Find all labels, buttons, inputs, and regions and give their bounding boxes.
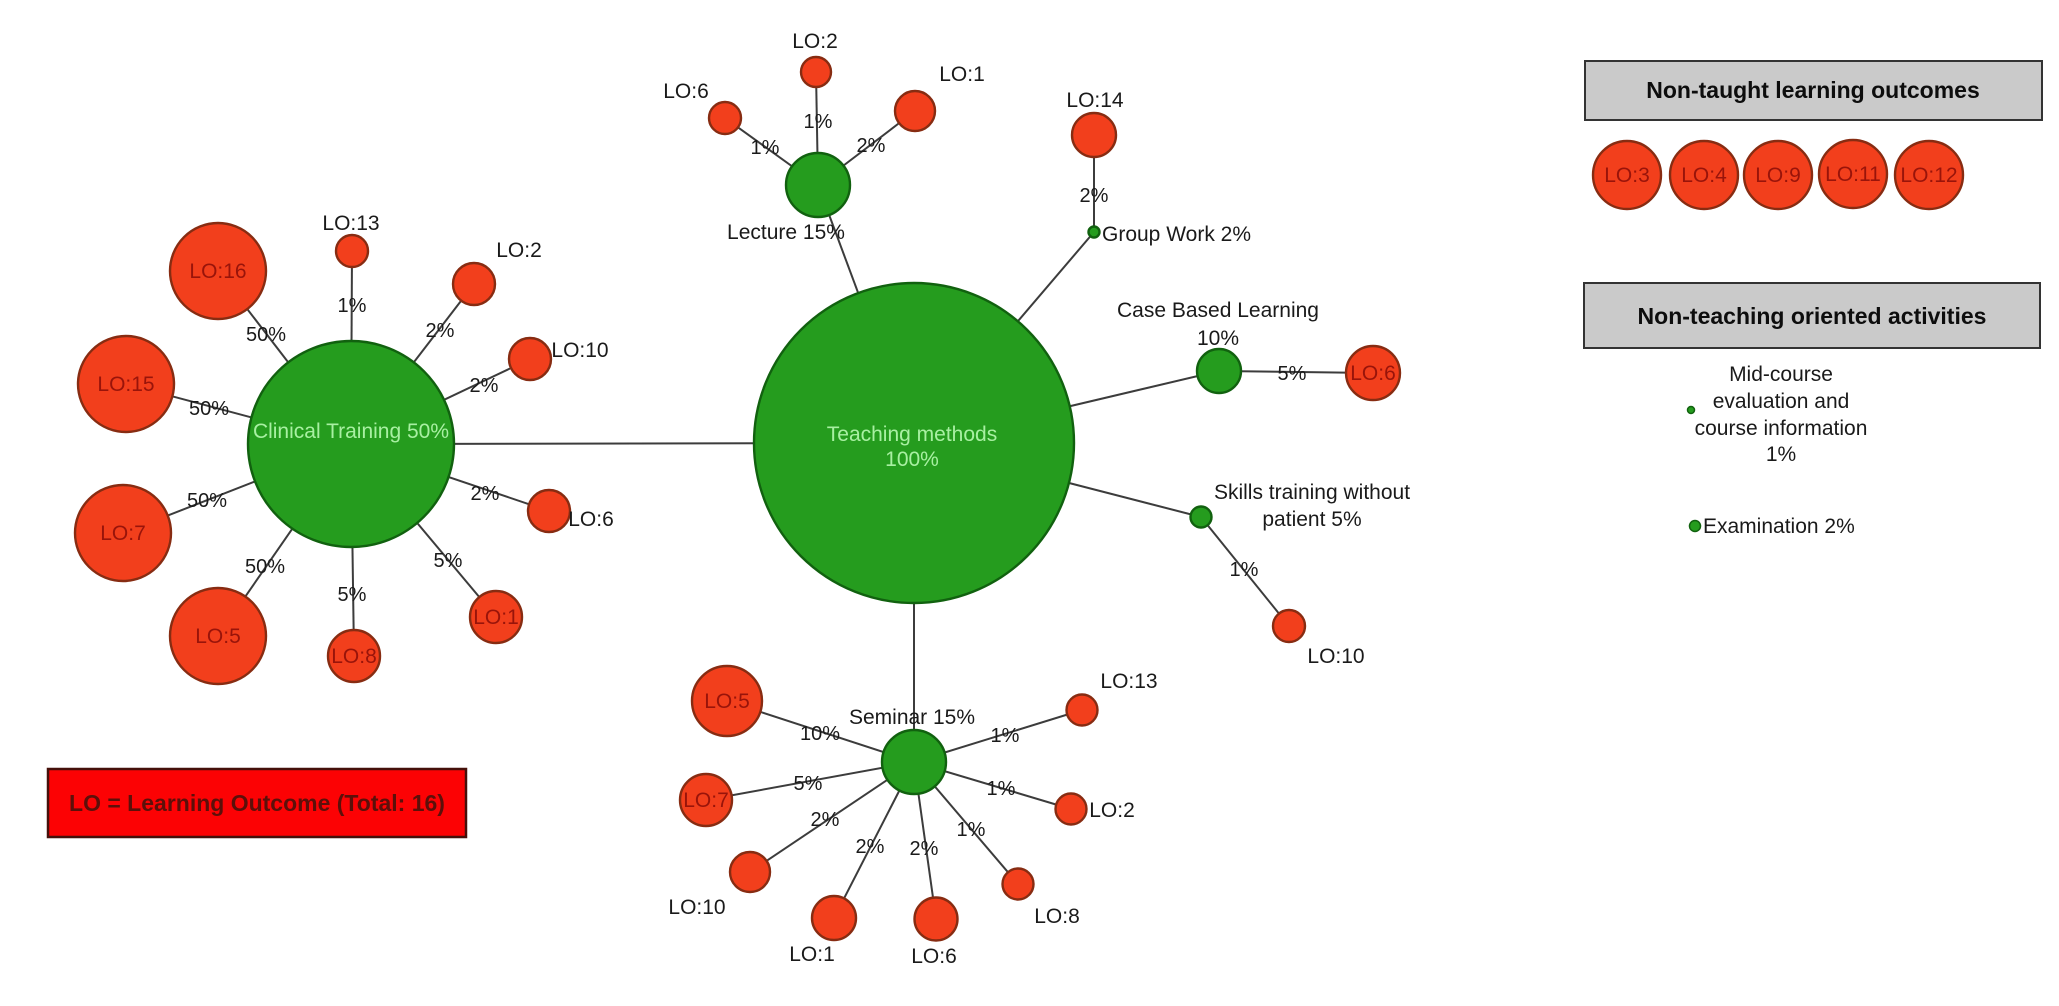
- svg-text:Group Work 2%: Group Work 2%: [1102, 223, 1251, 246]
- svg-text:Skills training without: Skills training without: [1214, 481, 1410, 504]
- svg-text:5%: 5%: [338, 584, 367, 606]
- svg-text:LO:6: LO:6: [1350, 362, 1396, 385]
- svg-text:1%: 1%: [751, 137, 780, 159]
- svg-text:Examination 2%: Examination 2%: [1703, 515, 1855, 538]
- svg-text:2%: 2%: [1080, 185, 1109, 207]
- svg-text:LO:6: LO:6: [911, 945, 957, 968]
- svg-text:2%: 2%: [470, 375, 499, 397]
- svg-text:1%: 1%: [338, 295, 367, 317]
- svg-text:LO:13: LO:13: [322, 212, 379, 235]
- svg-text:LO = Learning Outcome (Total:: LO = Learning Outcome (Total: 16): [69, 790, 445, 816]
- svg-text:Clinical Training 50%: Clinical Training 50%: [253, 420, 449, 443]
- svg-text:LO:6: LO:6: [663, 80, 709, 103]
- svg-text:LO:16: LO:16: [189, 260, 246, 283]
- svg-text:Case Based Learning: Case Based Learning: [1117, 299, 1319, 322]
- svg-text:50%: 50%: [189, 398, 229, 420]
- svg-text:1%: 1%: [987, 778, 1016, 800]
- svg-text:patient 5%: patient 5%: [1262, 508, 1361, 531]
- svg-text:LO:9: LO:9: [1755, 164, 1801, 187]
- svg-text:2%: 2%: [857, 135, 886, 157]
- svg-text:LO:13: LO:13: [1100, 670, 1157, 693]
- svg-text:LO:1: LO:1: [789, 943, 835, 966]
- svg-text:LO:15: LO:15: [97, 373, 154, 396]
- svg-text:LO:10: LO:10: [668, 896, 725, 919]
- svg-text:2%: 2%: [910, 838, 939, 860]
- svg-text:5%: 5%: [1278, 363, 1307, 385]
- svg-text:5%: 5%: [434, 550, 463, 572]
- svg-text:LO:8: LO:8: [1034, 905, 1080, 928]
- svg-text:5%: 5%: [794, 773, 823, 795]
- svg-text:2%: 2%: [811, 809, 840, 831]
- svg-text:LO:14: LO:14: [1066, 89, 1124, 112]
- svg-text:LO:1: LO:1: [473, 606, 519, 629]
- svg-text:course information: course information: [1695, 417, 1868, 440]
- svg-text:1%: 1%: [957, 819, 986, 841]
- svg-text:10%: 10%: [800, 723, 840, 745]
- svg-text:LO:2: LO:2: [1089, 799, 1135, 822]
- svg-text:Teaching methods: Teaching methods: [827, 423, 997, 446]
- svg-text:LO:7: LO:7: [100, 522, 146, 545]
- svg-text:LO:7: LO:7: [683, 789, 729, 812]
- svg-text:LO:5: LO:5: [704, 690, 750, 713]
- svg-text:LO:2: LO:2: [792, 30, 838, 53]
- svg-text:Seminar 15%: Seminar 15%: [849, 706, 975, 729]
- svg-text:1%: 1%: [1766, 443, 1796, 466]
- svg-text:LO:3: LO:3: [1604, 164, 1650, 187]
- svg-text:1%: 1%: [991, 725, 1020, 747]
- svg-text:100%: 100%: [885, 448, 939, 471]
- svg-text:LO:2: LO:2: [496, 239, 542, 262]
- svg-text:LO:12: LO:12: [1900, 164, 1957, 187]
- svg-text:evaluation and: evaluation and: [1713, 390, 1850, 413]
- svg-text:2%: 2%: [426, 320, 455, 342]
- svg-text:LO:1: LO:1: [939, 63, 985, 86]
- svg-text:1%: 1%: [804, 111, 833, 133]
- svg-text:2%: 2%: [471, 483, 500, 505]
- svg-text:Mid-course: Mid-course: [1729, 363, 1833, 386]
- svg-text:1%: 1%: [1230, 559, 1259, 581]
- svg-text:50%: 50%: [187, 490, 227, 512]
- svg-text:Non-teaching oriented activiti: Non-teaching oriented activities: [1638, 303, 1987, 329]
- svg-text:LO:8: LO:8: [331, 645, 377, 668]
- svg-text:LO:11: LO:11: [1825, 163, 1881, 186]
- svg-text:50%: 50%: [245, 556, 285, 578]
- svg-text:10%: 10%: [1197, 327, 1239, 350]
- svg-text:LO:10: LO:10: [1307, 645, 1364, 668]
- svg-text:50%: 50%: [246, 324, 286, 346]
- svg-text:LO:5: LO:5: [195, 625, 241, 648]
- svg-text:LO:6: LO:6: [568, 508, 614, 531]
- svg-text:Lecture 15%: Lecture 15%: [727, 221, 845, 244]
- svg-text:LO:10: LO:10: [551, 339, 608, 362]
- svg-text:2%: 2%: [856, 836, 885, 858]
- svg-text:LO:4: LO:4: [1681, 164, 1727, 187]
- svg-text:Non-taught learning outcomes: Non-taught learning outcomes: [1646, 77, 1980, 103]
